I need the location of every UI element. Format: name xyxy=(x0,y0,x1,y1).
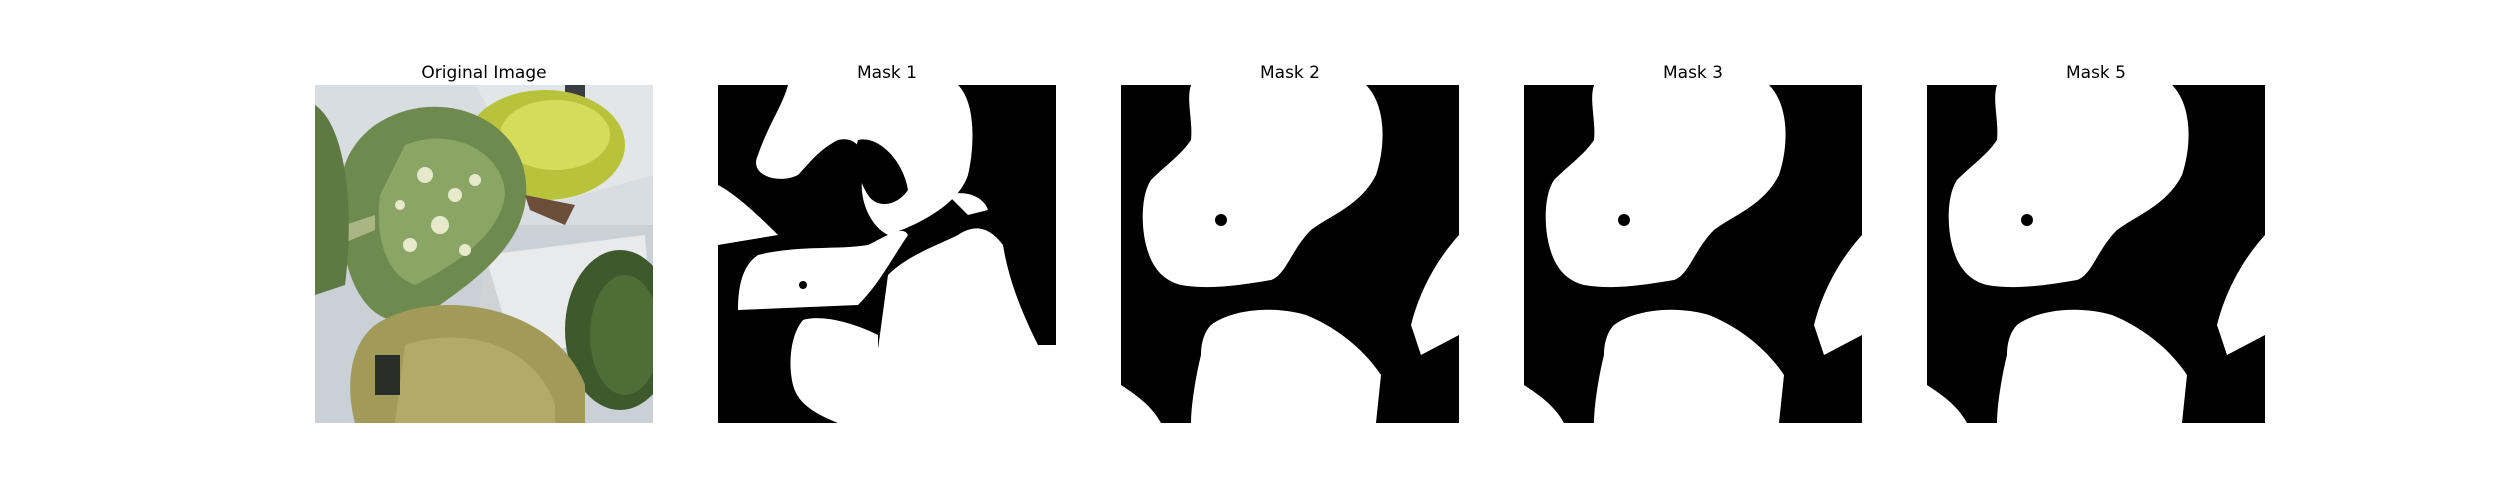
panel-original-image: Original Image xyxy=(315,62,653,423)
original-image xyxy=(315,85,653,423)
panel-title: Original Image xyxy=(421,63,547,83)
mask-1-image xyxy=(718,85,1056,423)
panel-title: Mask 3 xyxy=(1662,63,1723,83)
panel-title: Mask 2 xyxy=(1259,63,1320,83)
mask-2-image xyxy=(1121,85,1459,423)
panel-mask-1: Mask 1 xyxy=(718,62,1056,423)
mask-2 xyxy=(1121,85,1459,423)
panel-title: Mask 5 xyxy=(2065,63,2126,83)
mask-5 xyxy=(1927,85,2265,423)
mask-5-image xyxy=(1927,85,2265,423)
plant-photo xyxy=(315,85,653,423)
panel-mask-5: Mask 5 xyxy=(1927,62,2265,423)
panel-mask-3: Mask 3 xyxy=(1524,62,1862,423)
mask-3-image xyxy=(1524,85,1862,423)
panel-title: Mask 1 xyxy=(856,63,917,83)
panel-mask-2: Mask 2 xyxy=(1121,62,1459,423)
mask-1 xyxy=(718,85,1056,423)
mask-3 xyxy=(1524,85,1862,423)
